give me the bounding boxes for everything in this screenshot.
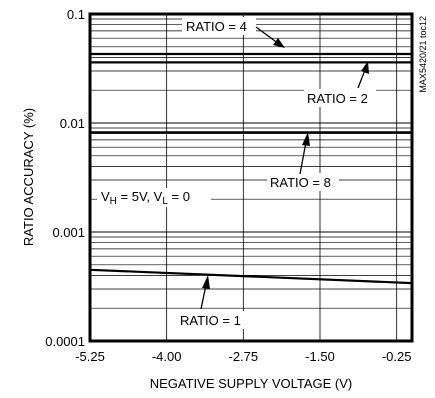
label-conditions: VH = 5V, VL = 0 bbox=[101, 189, 190, 207]
watermark-code: MAX5420/21 toc12 bbox=[418, 16, 428, 93]
label-bg-ratio-8 bbox=[267, 173, 339, 191]
arrow-ratio-1 bbox=[200, 275, 210, 310]
label-ratio-8: RATIO = 8 bbox=[270, 175, 331, 190]
label-bg-conditions bbox=[97, 188, 211, 207]
y-tick-label: 0.0001 bbox=[45, 334, 85, 349]
x-tick-label: -1.50 bbox=[305, 349, 335, 364]
label-ratio-4: RATIO = 4 bbox=[186, 19, 247, 34]
label-bg-ratio-4 bbox=[182, 17, 256, 35]
x-tick-labels: -5.25 -4.00 -2.75 -1.50 -0.25 bbox=[75, 349, 411, 364]
x-tick-label: -0.25 bbox=[382, 349, 412, 364]
label-bg-ratio-2 bbox=[304, 89, 376, 107]
arrow-ratio-8 bbox=[299, 132, 310, 175]
x-axis-label: NEGATIVE SUPPLY VOLTAGE (V) bbox=[150, 376, 353, 391]
series-line-4 bbox=[89, 268, 413, 285]
plot-frame bbox=[88, 12, 414, 343]
series-lines bbox=[89, 52, 413, 285]
y-tick-label: 0.1 bbox=[67, 7, 85, 22]
label-ratio-2: RATIO = 2 bbox=[307, 91, 368, 106]
y-tick-labels: 0.0001 0.001 0.01 0.1 bbox=[45, 7, 85, 349]
arrow-ratio-2 bbox=[357, 61, 369, 89]
x-tick-label: -4.00 bbox=[152, 349, 182, 364]
x-tick-label: -2.75 bbox=[229, 349, 259, 364]
arrow-ratio-4 bbox=[255, 26, 285, 48]
x-tick-label: -5.25 bbox=[75, 349, 105, 364]
label-ratio-1: RATIO = 1 bbox=[180, 313, 241, 328]
label-bg-ratio-1 bbox=[176, 311, 250, 329]
y-tick-label: 0.01 bbox=[60, 116, 85, 131]
y-tick-label: 0.001 bbox=[52, 225, 85, 240]
y-axis-label: RATIO ACCURACY (%) bbox=[21, 108, 36, 246]
